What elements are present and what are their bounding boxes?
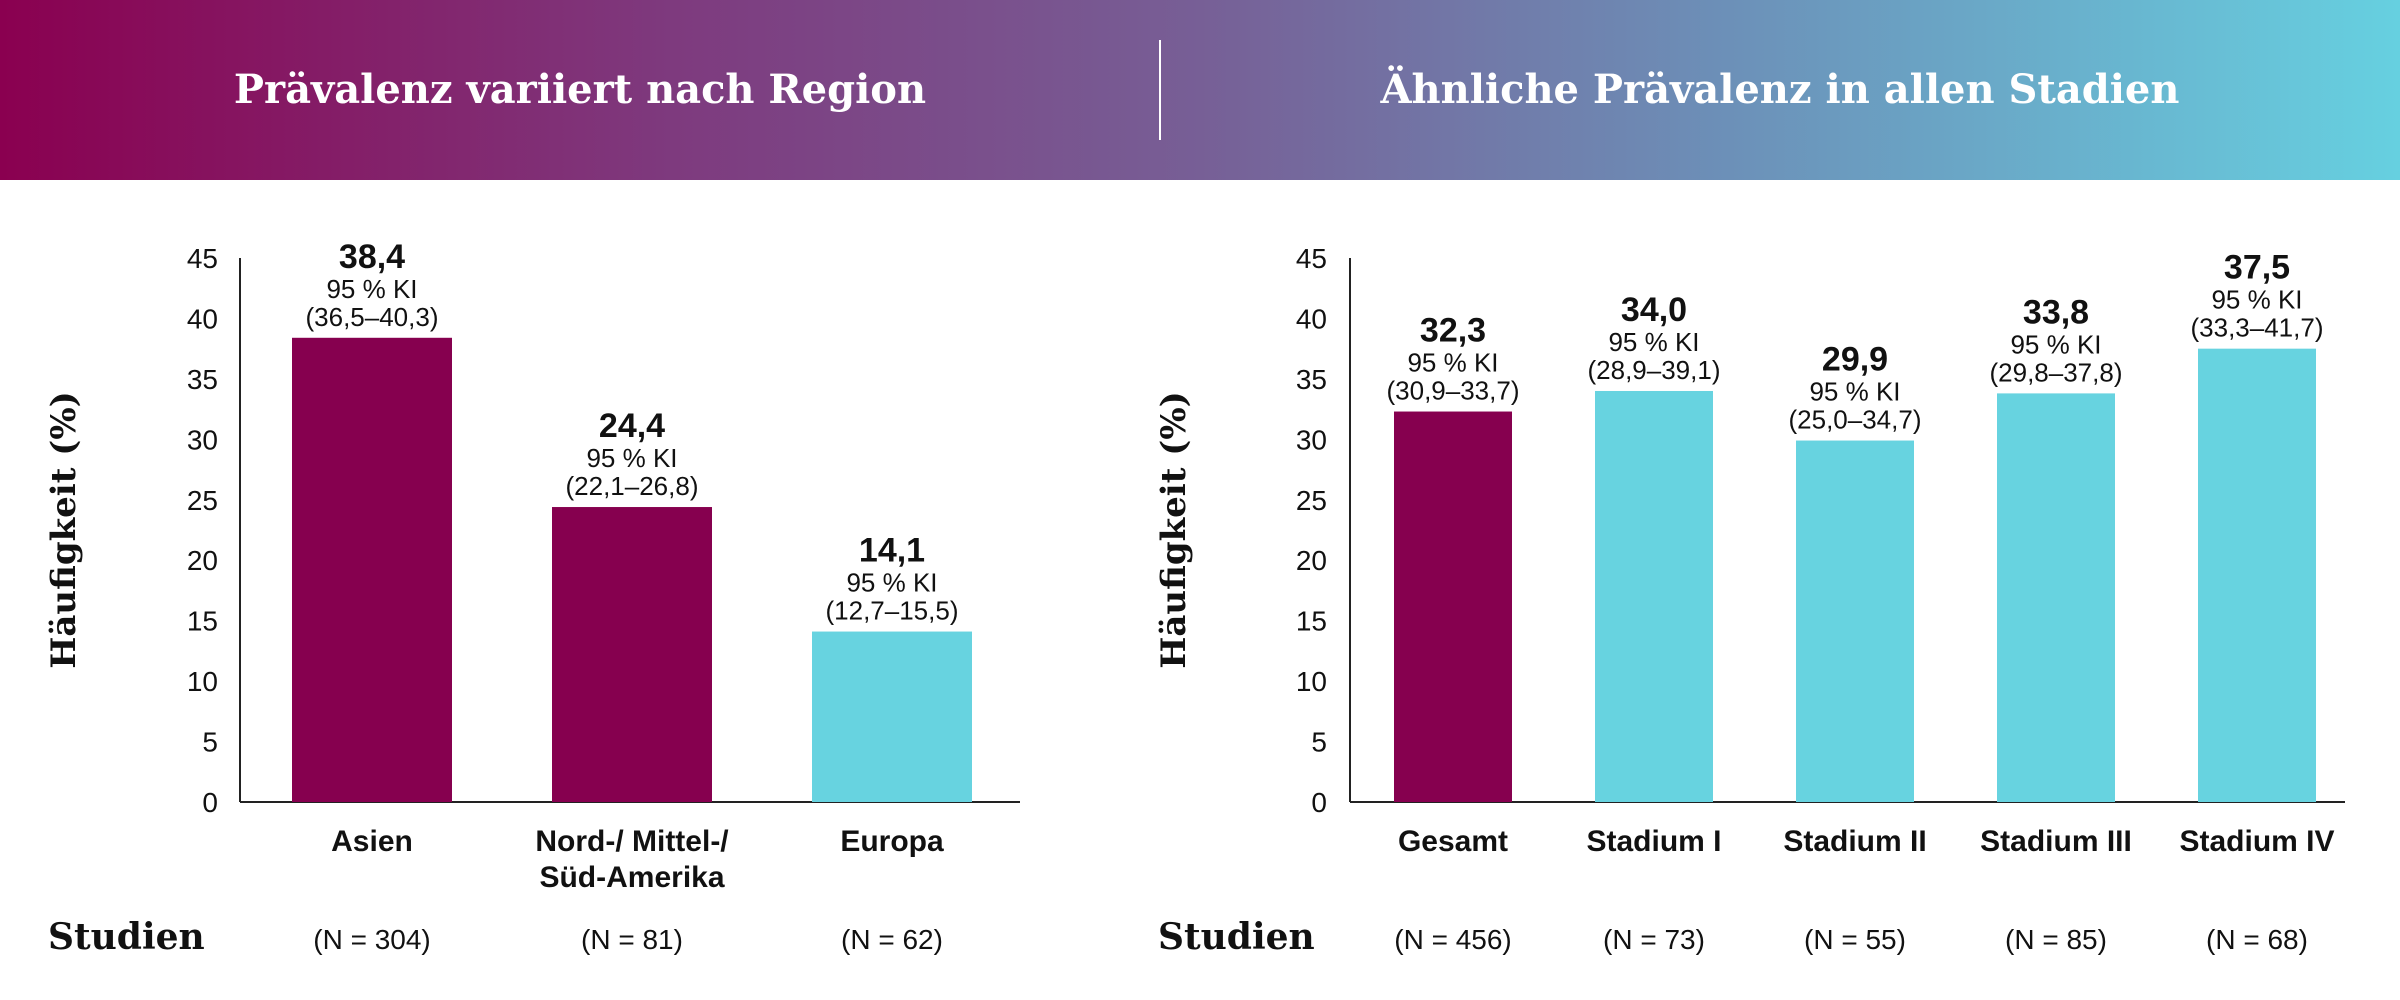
x-category-label: Nord-/ Mittel-/	[535, 825, 729, 858]
bar	[2198, 348, 2316, 802]
bar-value-label: 34,0	[1621, 291, 1687, 329]
studies-row-label: Studien	[1158, 916, 1315, 958]
study-count-label: (N = 456)	[1394, 924, 1512, 955]
x-category-label: Stadium IV	[2179, 825, 2334, 858]
y-tick-label: 25	[187, 485, 218, 516]
bar-value-label: 29,9	[1822, 341, 1888, 379]
study-count-label: (N = 85)	[2005, 924, 2107, 955]
y-axis-label: Häufigkeit (%)	[44, 391, 84, 669]
y-tick-label: 10	[187, 666, 218, 697]
y-tick-label: 10	[1296, 666, 1327, 697]
ci-prefix-label: 95 % KI	[2211, 285, 2302, 315]
ci-range-label: (30,9–33,7)	[1387, 376, 1520, 406]
y-tick-label: 5	[202, 727, 218, 758]
study-count-label: (N = 304)	[313, 924, 431, 955]
y-tick-label: 45	[1296, 243, 1327, 274]
x-category-label: Asien	[331, 825, 413, 858]
x-category-label: Süd-Amerika	[539, 861, 724, 894]
y-tick-label: 45	[187, 243, 218, 274]
bar	[552, 507, 712, 802]
ci-prefix-label: 95 % KI	[326, 274, 417, 304]
bar-value-label: 24,4	[599, 407, 665, 445]
y-tick-label: 35	[1296, 364, 1327, 395]
x-category-label: Stadium III	[1980, 825, 2132, 858]
y-axis-label: Häufigkeit (%)	[1154, 391, 1194, 669]
y-tick-label: 15	[1296, 606, 1327, 637]
ci-range-label: (22,1–26,8)	[566, 471, 699, 501]
bar	[1796, 440, 1914, 802]
y-tick-label: 40	[1296, 303, 1327, 334]
header-banner: Prävalenz variiert nach Region Ähnliche …	[0, 0, 2400, 180]
bar-value-label: 33,8	[2023, 293, 2089, 331]
bar	[1595, 390, 1713, 802]
y-tick-label: 35	[187, 364, 218, 395]
ci-range-label: (29,8–37,8)	[1990, 357, 2123, 387]
x-category-label: Stadium II	[1783, 825, 1926, 858]
left-chart-title: Prävalenz variiert nach Region	[233, 66, 927, 113]
study-count-label: (N = 62)	[841, 924, 943, 955]
bar	[292, 337, 452, 802]
study-count-label: (N = 81)	[581, 924, 683, 955]
ci-prefix-label: 95 % KI	[586, 443, 677, 473]
y-tick-label: 25	[1296, 485, 1327, 516]
ci-range-label: (25,0–34,7)	[1789, 405, 1922, 435]
y-tick-label: 40	[187, 303, 218, 334]
studies-row-label: Studien	[48, 916, 205, 958]
bar	[812, 631, 972, 802]
ci-range-label: (36,5–40,3)	[306, 302, 439, 332]
bar	[1997, 393, 2115, 802]
bar-value-label: 38,4	[339, 238, 405, 276]
study-count-label: (N = 73)	[1603, 924, 1705, 955]
ci-prefix-label: 95 % KI	[2010, 329, 2101, 359]
header-divider	[1159, 40, 1161, 140]
study-count-label: (N = 55)	[1804, 924, 1906, 955]
ci-range-label: (33,3–41,7)	[2191, 313, 2324, 343]
x-category-label: Stadium I	[1586, 825, 1721, 858]
y-tick-label: 30	[1296, 424, 1327, 455]
y-tick-label: 15	[187, 606, 218, 637]
bar-value-label: 32,3	[1420, 312, 1486, 350]
y-tick-label: 0	[202, 787, 218, 818]
ci-prefix-label: 95 % KI	[1407, 348, 1498, 378]
x-category-label: Europa	[840, 825, 944, 858]
x-category-label: Gesamt	[1398, 825, 1508, 858]
y-tick-label: 20	[1296, 545, 1327, 576]
right-chart-title: Ähnliche Prävalenz in allen Stadien	[1380, 66, 2180, 113]
bar-value-label: 37,5	[2224, 249, 2290, 287]
y-tick-label: 20	[187, 545, 218, 576]
ci-prefix-label: 95 % KI	[1809, 377, 1900, 407]
ci-prefix-label: 95 % KI	[846, 568, 937, 598]
ci-range-label: (28,9–39,1)	[1588, 355, 1721, 385]
y-tick-label: 30	[187, 424, 218, 455]
y-tick-label: 5	[1311, 727, 1327, 758]
y-tick-label: 0	[1311, 787, 1327, 818]
ci-prefix-label: 95 % KI	[1608, 327, 1699, 357]
study-count-label: (N = 68)	[2206, 924, 2308, 955]
bar-value-label: 14,1	[859, 532, 925, 570]
bar	[1394, 411, 1512, 802]
ci-range-label: (12,7–15,5)	[826, 596, 959, 626]
